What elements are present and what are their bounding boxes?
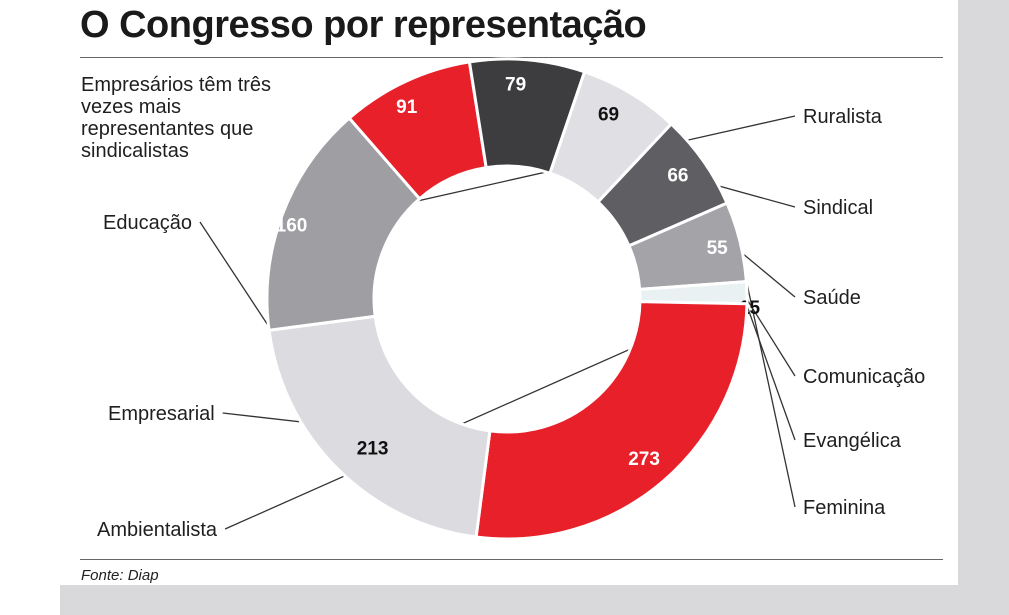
source-note: Fonte: Diap (81, 567, 159, 584)
chart-subtitle: Empresários têm três vezes mais represen… (81, 74, 272, 162)
bottom-gray-band (60, 585, 1009, 615)
value-label-sindical: 91 (396, 97, 418, 118)
category-label-saude: Saúde (803, 287, 861, 309)
leader-line-feminina (738, 247, 796, 508)
value-label-ruralista: 160 (276, 215, 308, 236)
category-label-ruralista: Ruralista (803, 106, 883, 128)
right-gray-band (958, 0, 1009, 615)
value-label-saude: 79 (505, 74, 526, 95)
category-label-educacao: Educação (103, 212, 192, 234)
chart-title: O Congresso por representação (80, 4, 647, 46)
category-label-sindical: Sindical (803, 197, 873, 219)
value-label-empresarial: 273 (628, 449, 660, 470)
category-label-feminina: Feminina (803, 497, 886, 519)
value-label-feminina: 55 (707, 238, 729, 259)
footer-divider (80, 559, 943, 560)
slice-ruralista (265, 115, 422, 333)
value-label-comunicacao: 69 (598, 104, 619, 125)
category-label-empresarial: Empresarial (108, 403, 215, 425)
category-label-comunicacao: Comunicação (803, 366, 925, 388)
category-label-evangelica: Evangélica (803, 430, 902, 452)
category-label-ambientalista: Ambientalista (97, 519, 218, 541)
slice-empresarial (474, 300, 749, 541)
value-label-educacao: 213 (357, 439, 389, 460)
slice-educacao (267, 314, 492, 539)
value-label-evangelica: 66 (667, 165, 688, 186)
